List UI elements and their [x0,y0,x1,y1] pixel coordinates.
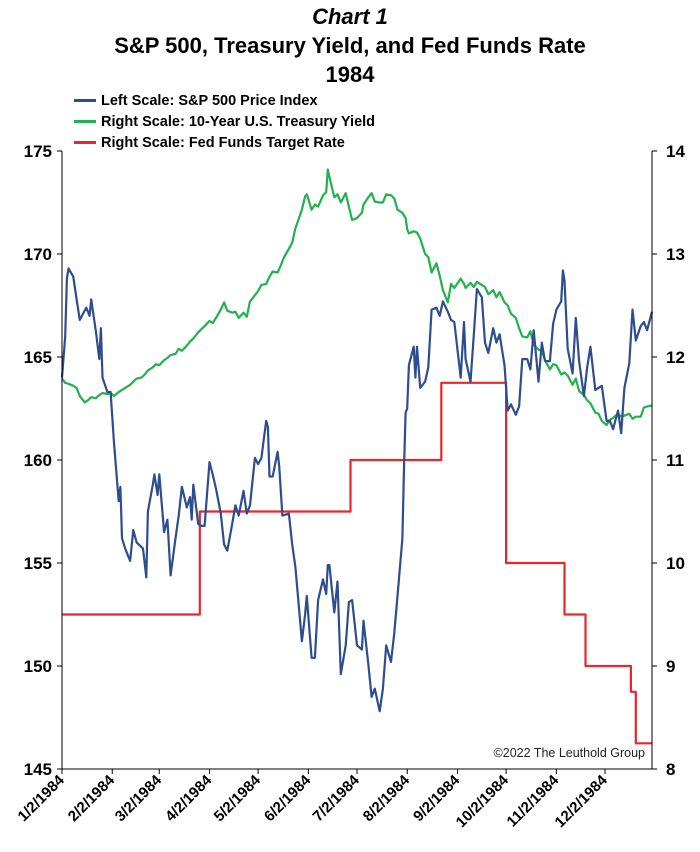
left-y-tick-label: 170 [24,245,52,264]
x-tick-label: 12/2/1984 [552,771,612,831]
right-y-tick-label: 12 [666,348,685,367]
x-tick-label: 10/2/1984 [453,771,513,831]
x-tick-label: 6/2/1984 [261,771,315,825]
legend-label-sp500: Left Scale: S&P 500 Price Index [101,92,318,109]
legend-label-treasury-yield: Right Scale: 10-Year U.S. Treasury Yield [101,113,376,130]
right-y-tick-label: 8 [666,760,675,779]
chart-number: Chart 1 [312,4,388,29]
x-tick-label: 7/2/1984 [310,771,364,825]
legend-item-fed-funds: Right Scale: Fed Funds Target Rate [74,132,375,153]
legend-swatch-sp500 [74,99,96,102]
x-tick-label: 4/2/1984 [162,771,216,825]
right-y-tick-label: 10 [666,554,685,573]
series-lines [60,168,654,745]
right-y-tick-label: 14 [666,142,685,161]
right-y-tick-label: 9 [666,657,675,676]
legend-swatch-fed-funds [74,141,96,144]
x-tick-label: 2/2/1984 [65,771,119,825]
chart-title-block: Chart 1 S&P 500, Treasury Yield, and Fed… [0,2,700,89]
x-tick-label: 8/2/1984 [360,771,414,825]
x-tick-label: 3/2/1984 [112,771,166,825]
legend-swatch-treasury-yield [74,120,96,123]
legend-label-fed-funds: Right Scale: Fed Funds Target Rate [101,134,345,151]
legend-item-sp500: Left Scale: S&P 500 Price Index [74,90,375,111]
left-y-tick-label: 175 [24,142,52,161]
left-y-tick-label: 155 [24,554,52,573]
copyright-text: ©2022 The Leuthold Group [494,746,646,760]
series-line-sp500 [60,267,654,713]
x-tick-label: 1/2/1984 [15,771,69,825]
series-line-treasury-yield [61,168,653,427]
legend-item-treasury-yield: Right Scale: 10-Year U.S. Treasury Yield [74,111,375,132]
series-line-fed-funds [62,381,652,745]
left-y-tick-label: 145 [24,760,52,779]
chart-legend: Left Scale: S&P 500 Price Index Right Sc… [74,90,375,153]
left-y-tick-label: 160 [24,451,52,470]
right-y-tick-label: 11 [666,451,684,470]
left-y-tick-label: 165 [24,348,52,367]
chart-year: 1984 [325,62,375,87]
left-y-tick-label: 150 [24,657,52,676]
right-y-tick-label: 13 [666,245,685,264]
chart-title: S&P 500, Treasury Yield, and Fed Funds R… [114,33,586,58]
x-tick-label: 5/2/1984 [211,771,265,825]
